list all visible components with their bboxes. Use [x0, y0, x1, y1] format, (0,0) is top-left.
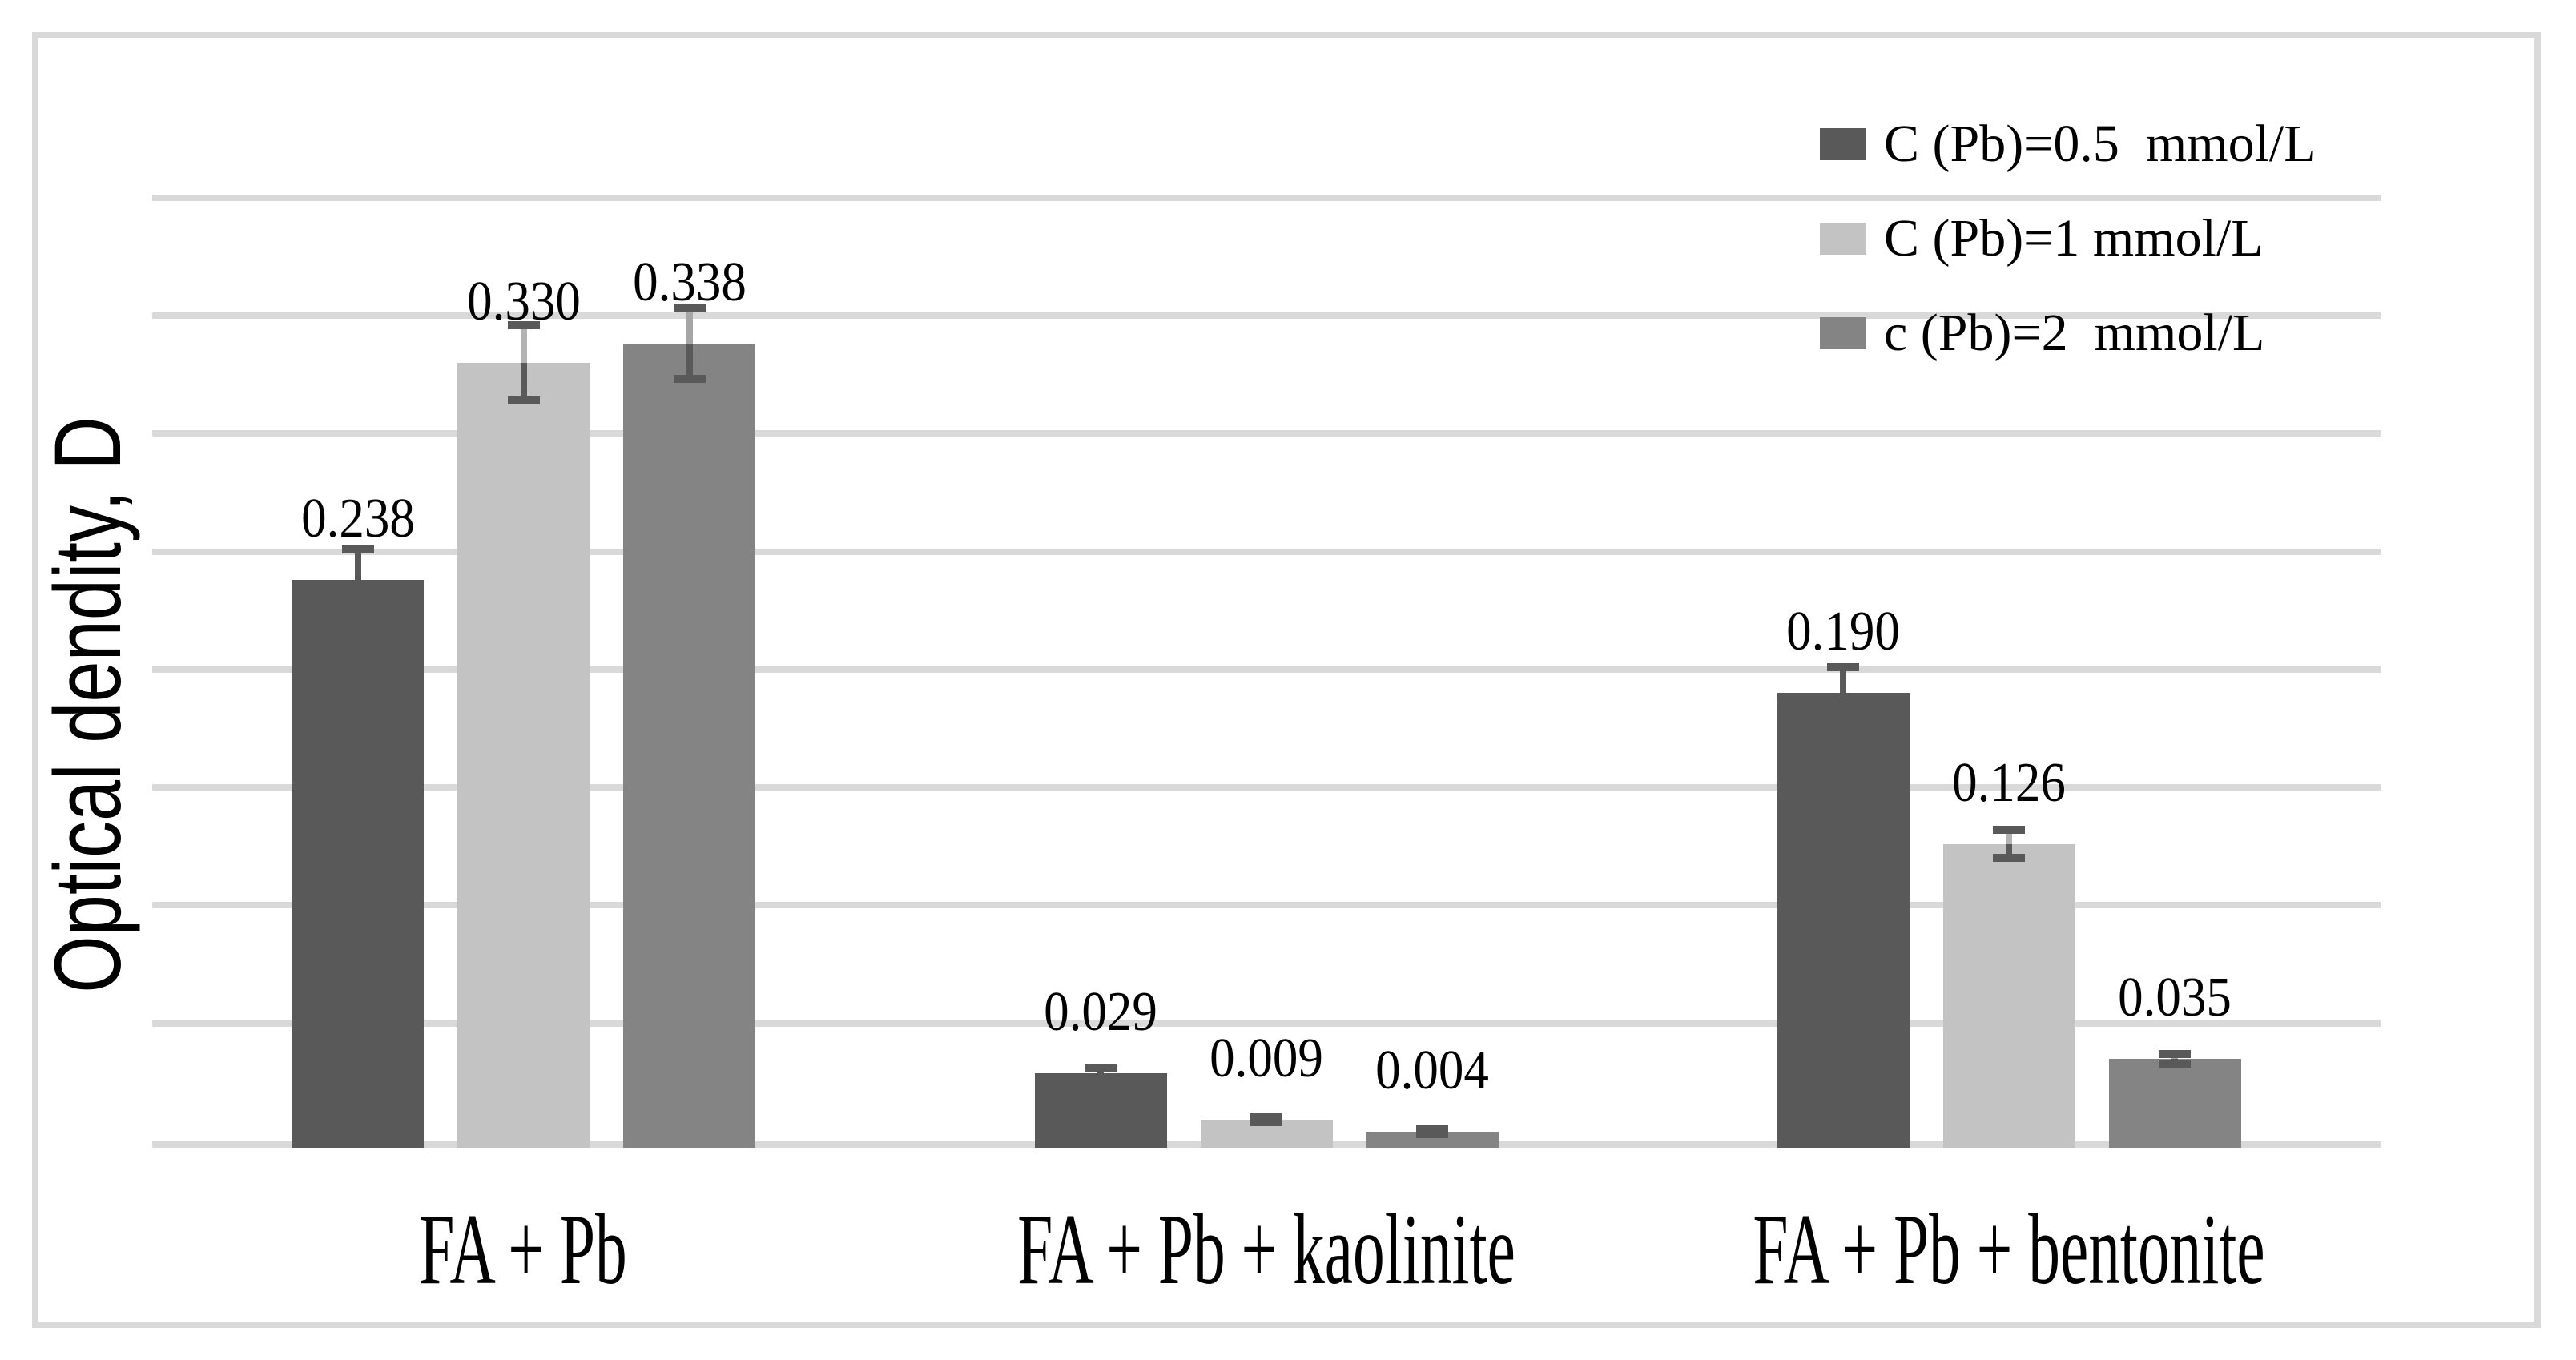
gridline — [152, 1020, 2381, 1027]
legend-label-series-3: c (Pb)=2 mmol/L — [1884, 304, 2265, 362]
legend-item-series-1: C (Pb)=0.5 mmol/L — [1820, 116, 2316, 172]
error-bar-lower-whisker — [2006, 843, 2013, 859]
error-bar-lower-whisker — [686, 344, 693, 380]
chart-frame — [32, 32, 2541, 1328]
error-bar-lower-cap — [2159, 1059, 2192, 1068]
bar-fa-pb-bentonite-s2 — [1942, 843, 2075, 1148]
bar-fa-pb-s2 — [457, 362, 590, 1148]
error-bar-lower-cap — [507, 396, 540, 404]
error-bar-lower-cap — [341, 606, 374, 615]
category-label-fa-pb: FA + Pb — [419, 1194, 627, 1306]
bar-fa-pb-bentonite-s3 — [2108, 1058, 2241, 1148]
error-bar-upper-whisker — [520, 324, 527, 364]
gridline — [152, 902, 2381, 909]
error-bar-upper-cap — [1416, 1125, 1448, 1134]
error-bar-lower-cap — [1993, 854, 2026, 863]
data-label: 0.029 — [1044, 980, 1157, 1043]
bar-fa-pb-s3 — [623, 344, 756, 1148]
error-bar-lower-cap — [1250, 1118, 1282, 1127]
error-bar-upper-whisker — [2006, 830, 2013, 846]
error-bar-upper-whisker — [354, 549, 361, 581]
error-bar-upper-cap — [1250, 1113, 1282, 1122]
data-label: 0.338 — [632, 251, 747, 314]
category-label-fa-pb-bentonite: FA + Pb + bentonite — [1753, 1194, 2265, 1306]
legend-swatch-icon — [1820, 128, 1866, 160]
gridline — [152, 666, 2381, 673]
error-bar-upper-cap — [1085, 1064, 1117, 1072]
error-bar-upper-whisker — [1840, 666, 1847, 695]
legend-item-series-2: C (Pb)=1 mmol/L — [1820, 211, 2264, 267]
error-bar-upper-cap — [673, 304, 706, 313]
error-bar-lower-whisker — [354, 579, 361, 611]
error-bar-upper-cap — [1993, 826, 2026, 835]
bar-fa-pb-bentonite-s1 — [1777, 693, 1910, 1148]
error-bar-lower-cap — [1416, 1130, 1448, 1139]
error-bar-upper-cap — [507, 320, 540, 329]
gridline — [152, 784, 2381, 791]
legend-swatch-icon — [1820, 317, 1866, 349]
bar-fa-pb-s1 — [292, 579, 425, 1148]
data-label: 0.009 — [1210, 1028, 1323, 1090]
bar-fa-pb-kaolinite-s1 — [1034, 1072, 1167, 1148]
legend-swatch-icon — [1820, 223, 1866, 255]
data-label: 0.330 — [466, 270, 581, 332]
legend-label-series-2: C (Pb)=1 mmol/L — [1884, 209, 2264, 268]
error-bar-upper-cap — [1827, 662, 1860, 671]
error-bar-upper-cap — [2159, 1049, 2192, 1058]
data-label: 0.190 — [1786, 601, 1901, 663]
error-bar-lower-whisker — [1840, 693, 1847, 719]
gridline — [152, 194, 2381, 201]
gridline — [152, 548, 2381, 555]
error-bar-upper-cap — [341, 545, 374, 553]
y-axis-title: Optical dendity, D — [35, 416, 141, 993]
error-bar-lower-cap — [673, 375, 706, 384]
gridline — [152, 430, 2381, 437]
gridline — [152, 312, 2381, 319]
legend-item-series-3: c (Pb)=2 mmol/L — [1820, 305, 2264, 361]
bar-fa-pb-kaolinite-s3 — [1366, 1132, 1499, 1148]
error-bar-lower-whisker — [520, 362, 527, 400]
error-bar-lower-cap — [1827, 714, 1860, 723]
data-label: 0.004 — [1375, 1040, 1489, 1102]
category-label-fa-pb-kaolinite: FA + Pb + kaolinite — [1017, 1194, 1515, 1306]
data-label: 0.126 — [1952, 751, 2067, 814]
error-bar-lower-cap — [1085, 1073, 1117, 1082]
data-label: 0.035 — [2118, 966, 2232, 1028]
data-label: 0.238 — [300, 487, 415, 549]
error-bar-upper-whisker — [686, 308, 693, 346]
legend-label-series-1: C (Pb)=0.5 mmol/L — [1884, 115, 2316, 173]
